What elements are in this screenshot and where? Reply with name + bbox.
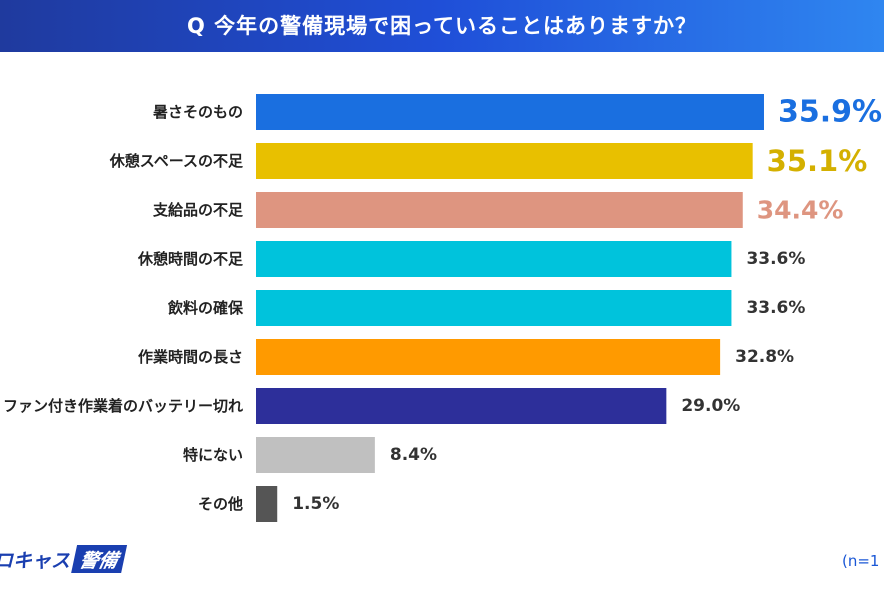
logo-badge: 警備 xyxy=(70,545,128,573)
category-label: 作業時間の長さ xyxy=(138,348,243,366)
category-label: 特にない xyxy=(183,446,243,464)
bar xyxy=(256,290,732,326)
bar-chart: 暑さそのもの 35.9% 休憩スペースの不足 35.1% 支給品の不足 34.4% 休憩時間… xyxy=(3,94,882,522)
brand-logo: ロキャス 警備 xyxy=(0,543,140,573)
bar xyxy=(256,241,732,277)
category-label: 暑さそのもの xyxy=(153,103,243,121)
bar xyxy=(256,437,375,473)
bar xyxy=(256,486,278,522)
category-label: ファン付き作業着のバッテリー切れ xyxy=(3,397,243,415)
category-label: 支給品の不足 xyxy=(152,201,244,219)
value-label: 35.1% xyxy=(767,144,868,178)
sample-size-note: (n=1 xyxy=(842,552,880,570)
header-banner: Q 今年の警備現場で困っていることはありますか？ xyxy=(0,0,884,52)
category-label: 飲料の確保 xyxy=(167,299,244,317)
bar xyxy=(256,143,753,179)
value-label: 8.4% xyxy=(390,445,437,465)
value-label: 35.9% xyxy=(778,95,882,130)
value-label: 1.5% xyxy=(292,494,339,514)
bar xyxy=(256,192,743,228)
logo-text: ロキャス xyxy=(0,550,71,572)
value-label: 33.6% xyxy=(746,298,805,318)
category-label: 休憩時間の不足 xyxy=(137,250,244,268)
value-label: 34.4% xyxy=(757,196,844,225)
value-label: 33.6% xyxy=(746,249,805,269)
value-label: 29.0% xyxy=(681,396,740,416)
category-label: その他 xyxy=(198,495,243,513)
value-label: 32.8% xyxy=(735,347,794,367)
bar xyxy=(256,388,667,424)
bar xyxy=(256,339,721,375)
category-label: 休憩スペースの不足 xyxy=(109,152,244,170)
bar xyxy=(256,94,764,130)
chart-title: Q 今年の警備現場で困っていることはありますか？ xyxy=(186,14,698,38)
